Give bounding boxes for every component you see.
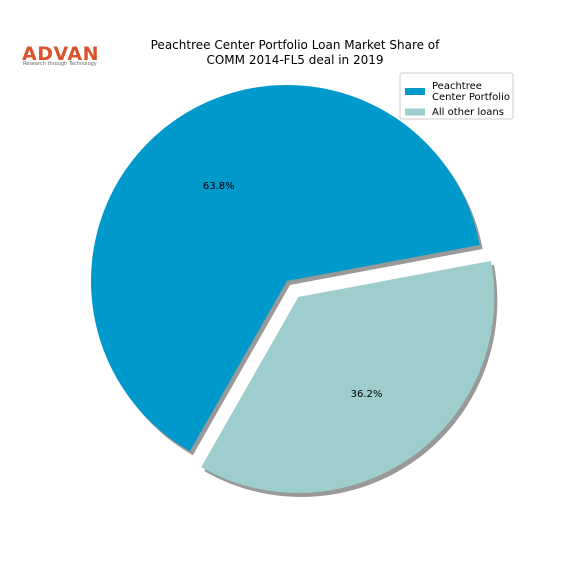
chart-title: Peachtree Center Portfolio Loan Market S…: [151, 38, 441, 52]
legend-frame: [399, 72, 514, 120]
legend-label: All other loans: [432, 107, 504, 118]
legend-swatch: [405, 108, 425, 116]
logo-tagline: Research through Technology: [23, 61, 97, 67]
logo-name: ADVAN: [22, 43, 99, 65]
value-label: 36.2%: [351, 389, 383, 400]
slice: [201, 260, 495, 493]
legend-label: Peachtree Center Portfolio: [432, 81, 510, 103]
pie: 63.8% 36.2%: [90, 85, 498, 497]
legend: Peachtree Center Portfolio All other loans: [399, 72, 514, 120]
value-label: 63.8%: [203, 181, 235, 192]
chart-title: COMM 2014-FL5 deal in 2019: [206, 53, 383, 67]
legend-swatch: [405, 88, 425, 95]
slice: [90, 85, 480, 452]
